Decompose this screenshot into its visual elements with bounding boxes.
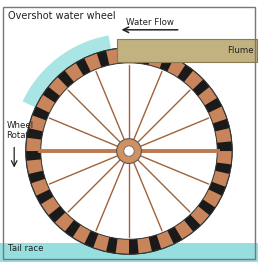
Polygon shape xyxy=(208,182,226,196)
Polygon shape xyxy=(23,35,116,120)
Polygon shape xyxy=(217,141,232,151)
Polygon shape xyxy=(106,237,118,253)
Polygon shape xyxy=(48,206,66,223)
Circle shape xyxy=(117,139,141,163)
Polygon shape xyxy=(192,80,210,96)
Polygon shape xyxy=(84,231,98,248)
Circle shape xyxy=(124,146,134,156)
Polygon shape xyxy=(140,49,152,65)
Text: Water Flow: Water Flow xyxy=(126,18,174,27)
Polygon shape xyxy=(160,54,174,72)
Polygon shape xyxy=(129,239,139,254)
Polygon shape xyxy=(65,220,81,238)
Polygon shape xyxy=(28,171,45,183)
Circle shape xyxy=(41,63,217,239)
Bar xyxy=(0,243,258,262)
Polygon shape xyxy=(184,215,201,232)
Polygon shape xyxy=(177,65,193,82)
Polygon shape xyxy=(76,58,91,76)
Bar xyxy=(117,39,257,62)
Polygon shape xyxy=(27,128,43,140)
Polygon shape xyxy=(215,163,231,174)
Polygon shape xyxy=(198,199,215,215)
Polygon shape xyxy=(149,235,161,252)
Polygon shape xyxy=(97,51,109,67)
Polygon shape xyxy=(36,189,53,204)
Circle shape xyxy=(26,48,232,254)
Polygon shape xyxy=(26,151,41,161)
Text: Tail race: Tail race xyxy=(8,244,43,253)
Polygon shape xyxy=(167,227,182,244)
Polygon shape xyxy=(43,87,60,103)
Polygon shape xyxy=(32,106,50,120)
Polygon shape xyxy=(25,47,129,255)
Text: Flume: Flume xyxy=(228,46,254,55)
Polygon shape xyxy=(57,70,74,88)
Polygon shape xyxy=(205,98,222,113)
Text: Overshot water wheel: Overshot water wheel xyxy=(8,11,115,21)
Polygon shape xyxy=(119,48,129,63)
Polygon shape xyxy=(213,119,230,131)
Text: Wheel
Rotation: Wheel Rotation xyxy=(6,121,43,140)
